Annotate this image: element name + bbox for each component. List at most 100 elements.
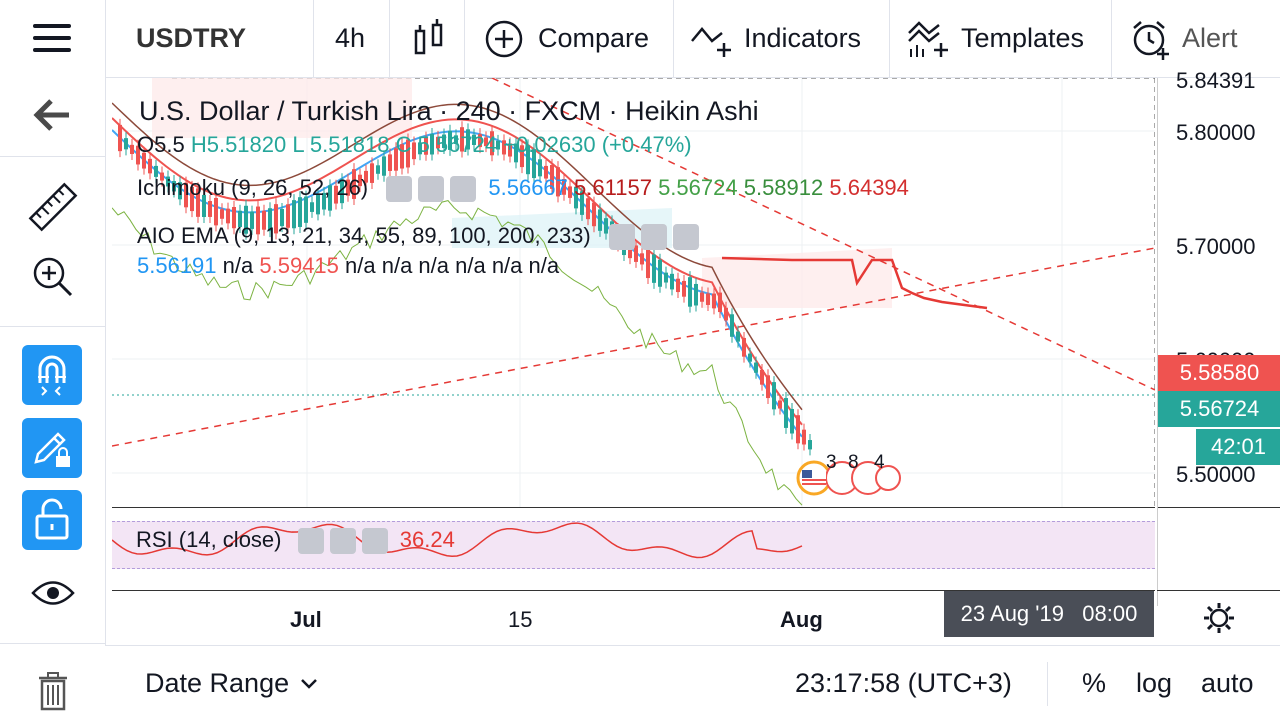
pencil-lock-icon	[34, 432, 70, 467]
ohlc-low: L 5.51818	[292, 132, 390, 157]
interval-button[interactable]: 4h	[335, 23, 366, 53]
rsi-name: RSI (14, close)	[136, 527, 282, 552]
compare-button[interactable]: Compare	[485, 0, 649, 77]
left-toolbar	[0, 77, 106, 720]
price-label-ema: 5.58580	[1158, 355, 1280, 391]
ichimoku-conversion: 5.56667	[488, 175, 568, 200]
us-flag-icon	[796, 460, 901, 496]
indicators-icon	[691, 26, 731, 57]
ichimoku-controls	[386, 175, 488, 203]
gear-icon	[1203, 603, 1234, 633]
lock-all-button[interactable]	[22, 490, 82, 550]
ichimoku-lead1: 5.58912	[743, 175, 824, 200]
aio-ema-value-2: n/a	[222, 253, 254, 278]
menu-icon	[33, 24, 71, 28]
zoom-button[interactable]	[0, 239, 105, 314]
arrow-left-icon	[32, 98, 69, 131]
aio-ema-controls	[608, 223, 705, 251]
zoom-in-icon	[33, 257, 72, 296]
time-label-15: 15	[508, 607, 533, 632]
earnings-count-2: 8	[848, 452, 859, 473]
gear-icon[interactable]	[329, 528, 356, 555]
ichimoku-lead2: 5.64394	[829, 175, 909, 200]
symbol-button[interactable]: USDTRY	[136, 23, 247, 53]
ichimoku-lagging: 5.56724	[658, 175, 738, 200]
close-icon[interactable]	[361, 528, 388, 555]
crosshair-time-label: 23 Aug '19 08:00	[944, 591, 1154, 637]
alarm-clock-icon	[1133, 20, 1169, 60]
aio-ema-values: 5.56191 n/a 5.59415 n/a n/a n/a n/a n/a …	[137, 253, 559, 279]
eye-icon	[30, 580, 75, 605]
ohlc-close: C 5.56724	[395, 132, 498, 157]
price-tick: 5.70000	[1176, 234, 1256, 259]
delete-button[interactable]	[0, 653, 105, 728]
aio-ema-legend[interactable]: AIO EMA (9, 13, 21, 34, 55, 89, 100, 200…	[137, 223, 705, 251]
gear-icon[interactable]	[418, 176, 445, 203]
time-label-jul: Jul	[290, 607, 322, 632]
ruler-button[interactable]	[0, 169, 105, 244]
magnet-icon	[38, 355, 66, 396]
earnings-count-3: 4	[874, 452, 885, 473]
bar-countdown: 42:01	[1196, 429, 1280, 465]
aio-ema-name: AIO EMA (9, 13, 21, 34, 55, 89, 100, 200…	[137, 223, 591, 248]
magnet-button[interactable]	[22, 345, 82, 405]
gear-icon[interactable]	[640, 224, 667, 251]
price-chart[interactable]	[112, 78, 1155, 606]
alert-label: Alert	[1182, 23, 1238, 53]
candles-icon	[414, 18, 443, 54]
close-icon[interactable]	[672, 224, 699, 251]
templates-button[interactable]: Templates	[907, 0, 1084, 77]
eye-icon[interactable]	[297, 528, 324, 555]
back-button[interactable]	[0, 77, 105, 152]
auto-toggle[interactable]: auto	[1201, 668, 1254, 698]
rsi-legend[interactable]: RSI (14, close) 36.24	[136, 527, 455, 555]
ichimoku-name: Ichimoku (9, 26, 52, 26)	[137, 175, 369, 200]
visibility-button[interactable]	[0, 555, 105, 630]
aio-ema-value-3: 5.59415	[259, 253, 339, 278]
chart-title: U.S. Dollar / Turkish Lira · 240 · FXCM …	[139, 96, 759, 126]
earnings-count-1: 3	[826, 452, 837, 473]
aio-ema-value-rest: n/a n/a n/a n/a n/a n/a	[345, 253, 560, 278]
ichimoku-base: 5.61157	[574, 175, 652, 200]
bottom-toolbar: Date Range 23:17:58 (UTC+3) % log auto	[105, 645, 1280, 721]
rsi-controls	[297, 527, 400, 555]
chart-type-button[interactable]	[413, 0, 445, 77]
ohlc-high: H5.51820	[190, 132, 287, 157]
indicators-button[interactable]: Indicators	[690, 0, 861, 77]
date-range-button[interactable]: Date Range	[145, 646, 319, 721]
clock-display[interactable]: 23:17:58 (UTC+3)	[795, 668, 1012, 698]
chevron-down-icon	[301, 678, 317, 689]
compare-label: Compare	[538, 23, 650, 53]
date-range-label: Date Range	[145, 668, 290, 698]
templates-icon	[908, 20, 948, 57]
price-label-last: 5.56724	[1158, 391, 1280, 427]
aio-ema-value-1: 5.56191	[137, 253, 217, 278]
menu-button[interactable]	[0, 0, 105, 77]
ohlc-change: +0.02630 (+0.47%)	[503, 132, 692, 157]
log-toggle[interactable]: log	[1136, 668, 1173, 698]
indicators-label: Indicators	[744, 23, 862, 53]
percent-toggle[interactable]: %	[1082, 668, 1107, 698]
earnings-markers[interactable]	[792, 450, 902, 496]
close-icon[interactable]	[450, 176, 477, 203]
ohlc-legend: O5.5 H5.51820 L 5.51818 C 5.56724 +0.026…	[137, 132, 692, 158]
price-tick: 5.50000	[1176, 462, 1256, 487]
ichimoku-legend[interactable]: Ichimoku (9, 26, 52, 26) 5.56667 5.61157…	[137, 175, 909, 203]
price-axis[interactable]: 5.84391 5.80000 5.70000 5.60000 5.50000 …	[1157, 68, 1280, 606]
pane-divider[interactable]	[112, 507, 1155, 508]
price-tick: 5.80000	[1176, 120, 1256, 145]
rsi-band	[112, 521, 1155, 569]
plus-circle-icon	[485, 20, 523, 57]
time-axis[interactable]: Jul 15 Aug 23 Aug '19 08:00	[112, 590, 1155, 645]
alert-button[interactable]: Alert	[1130, 0, 1238, 77]
chart-pane[interactable]: U.S. Dollar / Turkish Lira · 240 · FXCM …	[112, 78, 1155, 606]
eye-icon[interactable]	[608, 224, 635, 251]
time-label-aug: Aug	[780, 607, 823, 632]
templates-label: Templates	[961, 23, 1085, 53]
rsi-line	[112, 522, 803, 559]
price-tick: 5.84391	[1176, 68, 1256, 93]
settings-button[interactable]	[1157, 590, 1280, 645]
ohlc-open: O5.5	[137, 132, 185, 157]
eye-icon[interactable]	[386, 176, 413, 203]
lock-drawing-button[interactable]	[22, 418, 82, 478]
